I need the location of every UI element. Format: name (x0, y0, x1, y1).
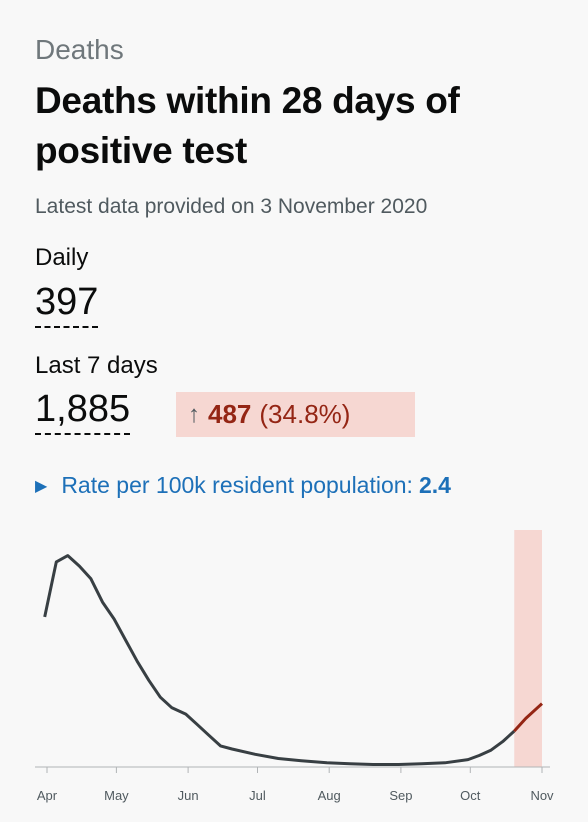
change-percent: (34.8%) (259, 399, 351, 429)
x-tick-label: Sep (389, 788, 412, 803)
last7-label: Last 7 days (35, 352, 158, 379)
recent-series-line (513, 702, 544, 733)
recent-period-shading (514, 530, 542, 767)
deaths-series-line (43, 554, 516, 766)
section-caption: Deaths (35, 34, 124, 65)
rate-value: 2.4 (418, 472, 451, 498)
x-tick-label: Aug (318, 788, 341, 803)
rate-disclosure[interactable]: ▶ Rate per 100k resident population: 2.4 (35, 472, 451, 499)
page-title: Deaths within 28 days of positive test (35, 80, 460, 171)
x-tick-label: Apr (37, 788, 58, 803)
rate-label: Rate per 100k resident population: (61, 472, 413, 498)
daily-label: Daily (35, 244, 89, 271)
daily-value[interactable]: 397 (35, 280, 99, 328)
change-value: 487 (208, 399, 252, 429)
x-tick-label: Oct (460, 788, 481, 803)
last-updated-text: Latest data provided on 3 November 2020 (35, 195, 428, 218)
x-tick-label: May (104, 788, 129, 803)
triangle-right-icon: ▶ (35, 477, 48, 495)
x-tick-label: Jul (249, 788, 266, 803)
change-badge: ↑ 487 (34.8%) (176, 392, 415, 437)
deaths-chart: Apr May Jun Jul Aug Sep Oct Nov (35, 530, 554, 803)
last7-value[interactable]: 1,885 (35, 387, 131, 435)
arrow-up-icon: ↑ (188, 400, 200, 428)
x-tick-label: Jun (178, 788, 199, 803)
x-tick-label: Nov (530, 788, 554, 803)
